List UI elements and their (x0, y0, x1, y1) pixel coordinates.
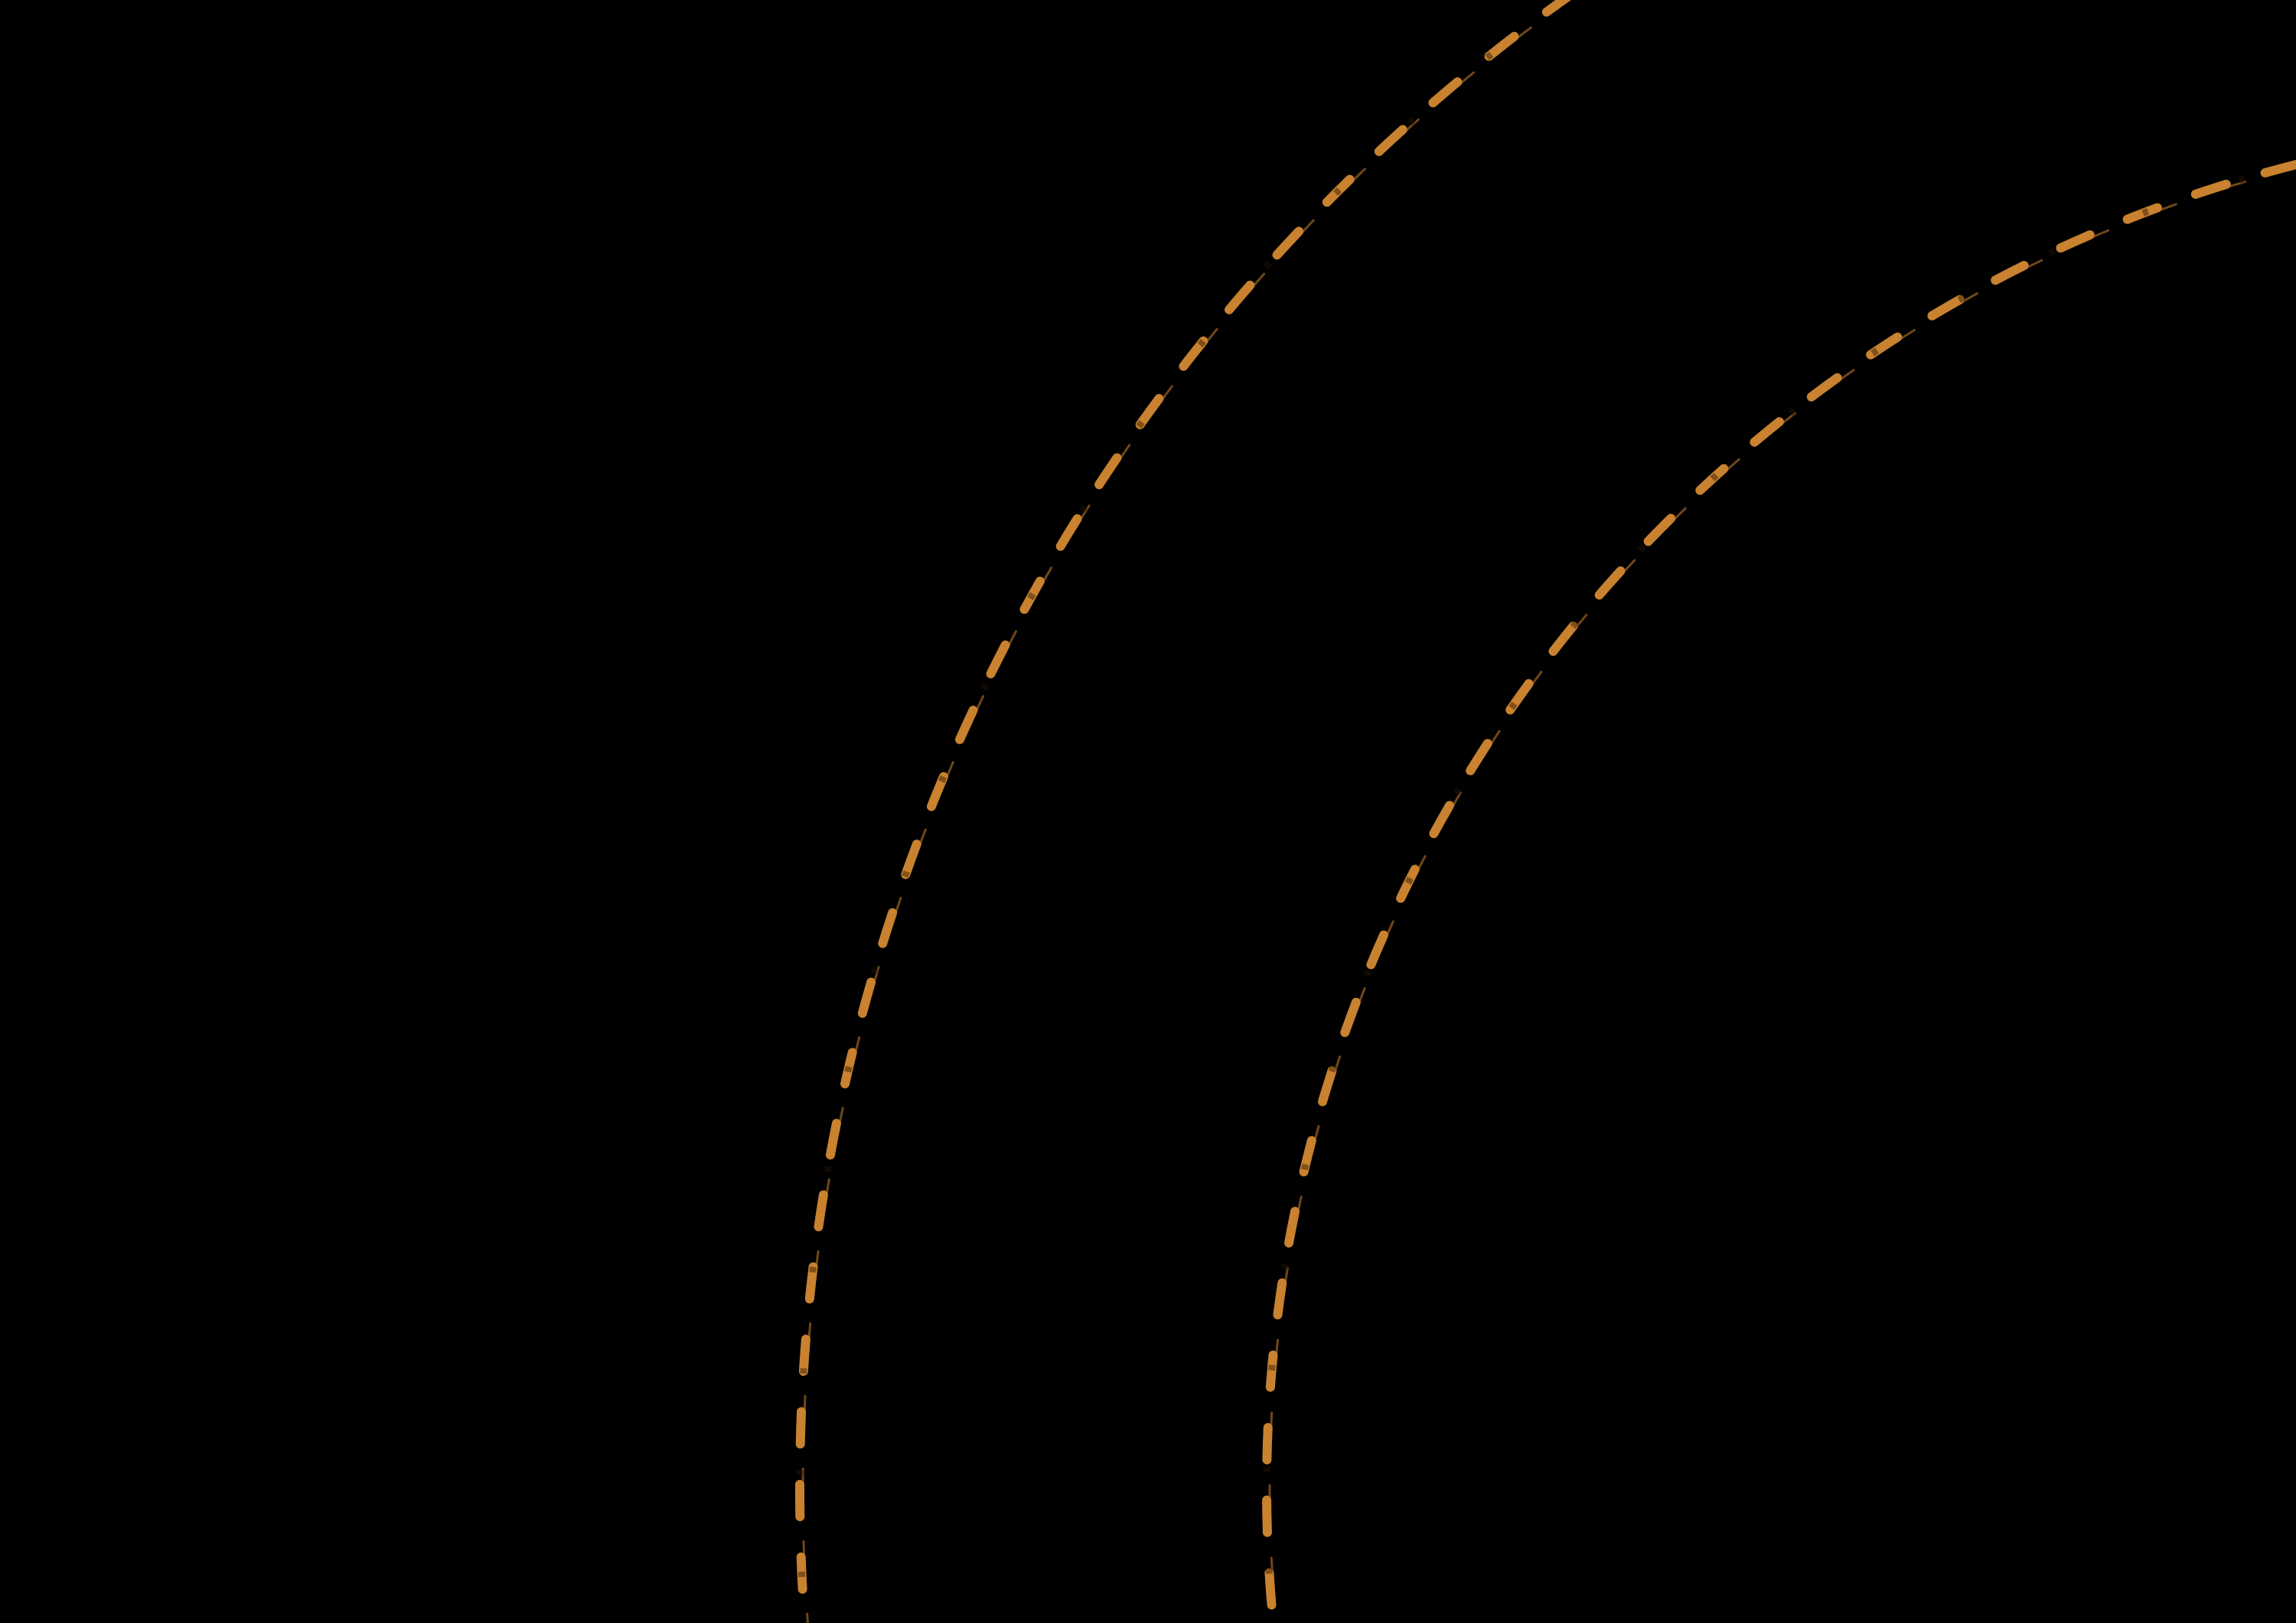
outer-orbit-path (795, 0, 1572, 1623)
inner-orbit-path (1262, 160, 2296, 1623)
inner-orbit-sketch-stroke (1269, 167, 2296, 1623)
outer-orbit-sketch-stroke (802, 0, 1571, 1623)
inner-orbit-crayon-texture (1264, 161, 2296, 1623)
